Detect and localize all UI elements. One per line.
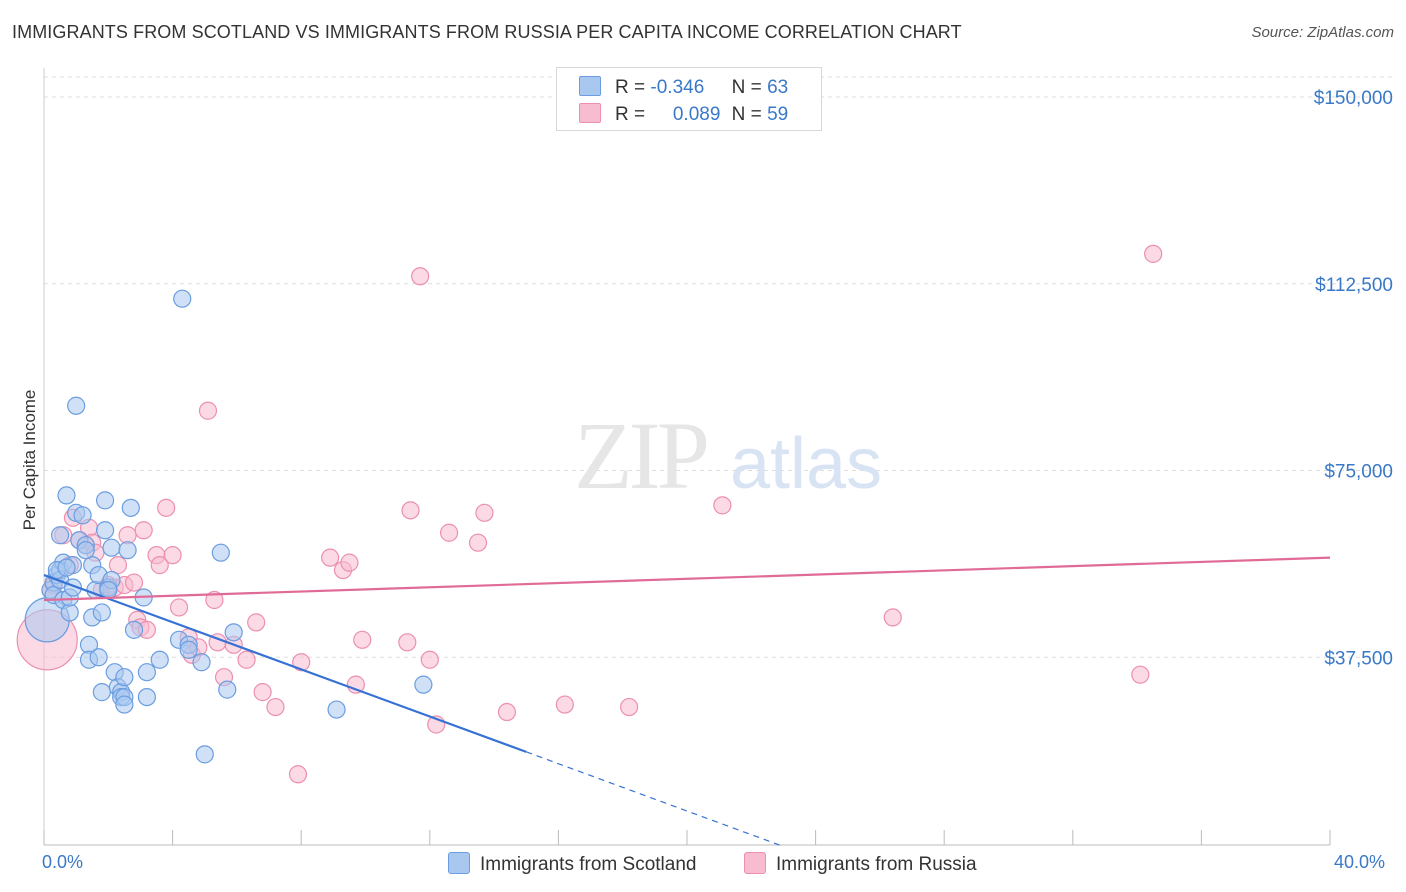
watermark-zip: ZIP — [574, 402, 707, 509]
y-tick-label: $112,500 — [1315, 275, 1393, 296]
legend-label-russia: Immigrants from Russia — [776, 854, 977, 875]
legend-r-label: R = — [615, 104, 646, 125]
russia-point — [439, 523, 459, 542]
scotland-point — [124, 620, 144, 639]
legend-r-label: R = — [615, 77, 646, 98]
scotland-point — [150, 650, 169, 669]
y-tick-label: $37,500 — [1324, 648, 1393, 669]
russia-trend-line — [43, 556, 1331, 602]
russia-point — [475, 503, 494, 522]
legend-n-value: 63 — [767, 77, 789, 98]
scotland-point — [102, 538, 121, 557]
scotland-point — [173, 289, 192, 308]
russia-point — [205, 590, 224, 610]
scotland-point — [179, 640, 198, 659]
russia-point — [497, 702, 517, 722]
scotland-trend-line — [43, 574, 527, 753]
russia-point — [237, 650, 256, 669]
scotland-point — [57, 558, 76, 577]
scotland-trend-extension — [526, 751, 784, 848]
russia-point — [150, 556, 169, 575]
scotland-point — [57, 486, 76, 505]
russia-swatch — [579, 103, 601, 123]
russia-point — [555, 695, 574, 714]
scotland-swatch — [579, 76, 601, 96]
chart-title: IMMIGRANTS FROM SCOTLAND VS IMMIGRANTS F… — [12, 22, 962, 42]
axes — [43, 68, 1331, 846]
russia-point — [468, 533, 488, 552]
scotland-point — [95, 521, 115, 540]
russia-point — [420, 650, 439, 669]
scotland-point — [195, 745, 214, 764]
y-tick-label: $150,000 — [1314, 88, 1393, 109]
legend-r-value: -0.346 — [650, 77, 705, 98]
scotland-point — [50, 526, 70, 545]
russia-point — [883, 608, 902, 627]
russia-point — [124, 573, 144, 592]
scotland-point — [76, 541, 95, 560]
scotland-point — [95, 491, 115, 510]
legend-n-label: N = — [731, 77, 762, 98]
legend-item-scotland: Immigrants from Scotland — [448, 852, 696, 876]
russia-point — [620, 697, 639, 717]
x-tick-label-min: 0.0% — [42, 852, 84, 872]
russia-point — [1131, 665, 1150, 684]
legend-item-russia: Immigrants from Russia — [744, 852, 977, 876]
scotland-point — [118, 541, 137, 560]
legend-row-russia: R = 0.089 N = 59 — [579, 103, 788, 126]
scotland-point — [115, 668, 134, 687]
russia-point — [340, 553, 359, 572]
scotland-point — [137, 663, 156, 682]
scotland-point — [137, 687, 156, 707]
russia-point — [398, 633, 417, 652]
russia-point — [163, 546, 182, 565]
legend-label-scotland: Immigrants from Scotland — [480, 854, 697, 875]
legend-n-value: 59 — [767, 104, 789, 125]
russia-swatch — [744, 852, 766, 874]
legend-row-scotland: R = -0.346 N = 63 — [579, 76, 788, 99]
russia-points — [16, 244, 1163, 784]
scotland-point — [218, 680, 237, 699]
scotland-point — [92, 683, 111, 702]
russia-point — [321, 548, 340, 567]
russia-point — [169, 598, 189, 617]
russia-point — [247, 613, 266, 632]
legend-r-value: 0.089 — [672, 104, 721, 125]
russia-point — [253, 683, 272, 702]
russia-point — [157, 498, 176, 517]
correlation-legend: R = -0.346 N = 63 R = 0.089 N = 59 — [556, 67, 822, 131]
scotland-point — [89, 648, 108, 667]
gridlines — [44, 76, 1394, 658]
russia-point — [1144, 244, 1163, 263]
russia-point — [134, 521, 153, 540]
scotland-point — [414, 675, 433, 694]
russia-point — [198, 401, 218, 420]
russia-point — [401, 501, 420, 520]
scotland-point — [192, 653, 211, 672]
russia-point — [108, 556, 128, 575]
scotland-point — [327, 700, 346, 719]
y-tick-label: $75,000 — [1324, 462, 1393, 483]
scotland-point — [67, 396, 86, 415]
scotland-point — [121, 498, 140, 517]
russia-point — [292, 653, 311, 672]
russia-point — [266, 697, 285, 717]
legend-n-label: N = — [731, 104, 762, 125]
trend-lines — [43, 556, 1331, 848]
russia-point — [411, 267, 430, 286]
russia-point — [713, 496, 732, 515]
scotland-point — [211, 543, 230, 562]
x-tick-label-max: 40.0% — [1334, 852, 1386, 872]
scotland-point — [73, 506, 92, 525]
russia-point — [288, 765, 308, 784]
watermark-atlas: atlas — [730, 424, 882, 504]
scotland-point — [115, 695, 134, 714]
source-label: Source: ZipAtlas.com — [1251, 24, 1394, 41]
russia-point — [353, 630, 372, 649]
y-tick-labels: $37,500 $75,000 $112,500 $150,000 — [1314, 88, 1393, 669]
scotland-point — [224, 623, 243, 642]
scotland-point — [92, 603, 111, 622]
scotland-swatch — [448, 852, 470, 874]
